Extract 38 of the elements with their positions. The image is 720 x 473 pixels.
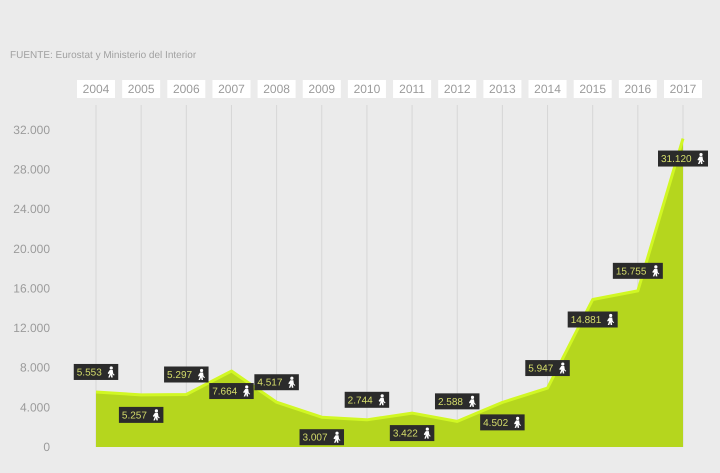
y-tick-label: 0 bbox=[43, 440, 50, 454]
y-tick-label: 32.000 bbox=[13, 122, 50, 137]
data-label: 31.120 bbox=[661, 154, 692, 166]
data-label: 5.297 bbox=[167, 370, 193, 381]
y-tick-label: 28.000 bbox=[13, 162, 50, 176]
data-label: 2.744 bbox=[348, 395, 374, 406]
x-tick-label: 2017 bbox=[670, 82, 697, 96]
y-tick-label: 12.000 bbox=[13, 321, 50, 336]
data-label: 4.517 bbox=[257, 378, 283, 389]
x-tick-label: 2007 bbox=[218, 82, 246, 96]
y-tick-label: 4.000 bbox=[20, 400, 50, 414]
x-tick-label: 2005 bbox=[128, 82, 155, 96]
x-tick-label: 2011 bbox=[399, 82, 426, 96]
x-tick-label: 2006 bbox=[172, 82, 200, 96]
y-tick-label: 16.000 bbox=[13, 281, 50, 296]
x-tick-label: 2015 bbox=[579, 82, 606, 96]
x-tick-label: 2012 bbox=[444, 82, 471, 96]
source-note: FUENTE: Eurostat y Ministerio del Interior bbox=[10, 50, 197, 61]
x-tick-label: 2008 bbox=[263, 82, 290, 96]
x-tick-label: 2010 bbox=[354, 82, 381, 96]
x-tick-label: 2004 bbox=[82, 82, 110, 96]
data-label: 3.007 bbox=[302, 432, 328, 444]
data-label: 15.755 bbox=[616, 266, 647, 278]
data-label: 5.553 bbox=[76, 367, 102, 378]
x-tick-label: 2014 bbox=[534, 82, 562, 96]
y-tick-label: 8.000 bbox=[20, 360, 50, 375]
data-label: 3.422 bbox=[392, 428, 418, 440]
data-label: 5.257 bbox=[122, 410, 148, 422]
data-label: 14.881 bbox=[570, 315, 602, 326]
y-tick-label: 20.000 bbox=[13, 242, 50, 256]
data-label: 7.664 bbox=[212, 386, 238, 398]
data-label: 2.588 bbox=[438, 396, 464, 408]
data-label: 4.502 bbox=[483, 418, 509, 429]
x-tick-label: 2013 bbox=[489, 82, 516, 96]
x-tick-label: 2016 bbox=[624, 82, 652, 96]
data-label: 5.947 bbox=[528, 364, 554, 375]
y-tick-label: 24.000 bbox=[13, 202, 50, 216]
x-tick-label: 2009 bbox=[308, 82, 336, 96]
